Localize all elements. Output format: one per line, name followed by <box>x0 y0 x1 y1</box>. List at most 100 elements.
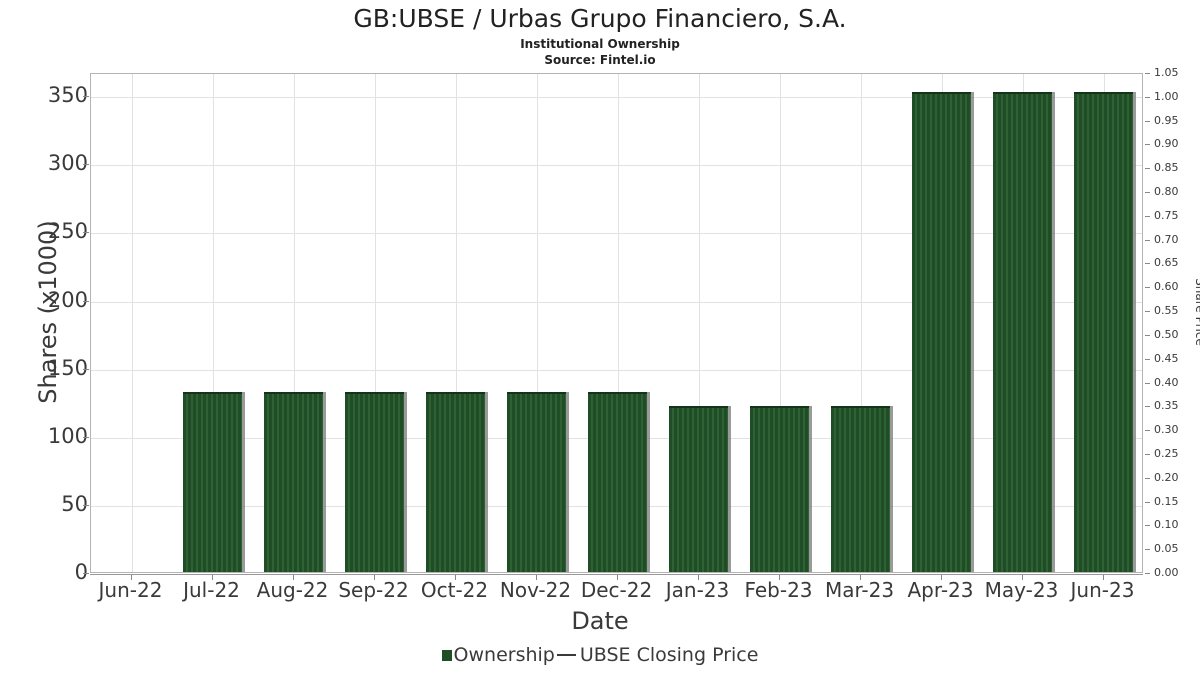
y-axis-tick-mark <box>83 96 89 98</box>
y2-axis-tick-label: 0.05 <box>1154 542 1179 556</box>
chart-legend: Ownership UBSE Closing Price <box>0 644 1200 666</box>
y2-axis-tick-label: 0.60 <box>1154 280 1179 294</box>
bar[interactable] <box>831 405 890 572</box>
y2-axis-tick-mark <box>1145 215 1150 217</box>
y2-axis-tick-label: 1.05 <box>1154 66 1179 79</box>
y2-axis-tick-label: 0.85 <box>1154 161 1179 175</box>
bar[interactable] <box>912 92 971 572</box>
y2-axis-tick-mark <box>1145 453 1150 455</box>
y2-axis-tick-label: 0.75 <box>1154 208 1179 222</box>
legend-square-marker-icon <box>441 649 452 661</box>
bar[interactable] <box>264 392 323 572</box>
y2-axis-tick-mark <box>1145 239 1150 241</box>
bar-cap <box>426 392 485 395</box>
y2-axis-tick-mark <box>1145 334 1150 336</box>
legend-label-ownership: Ownership <box>453 644 555 666</box>
y-axis-tick-label: 350 <box>47 83 88 108</box>
y2-axis-title: Share Price <box>1193 278 1200 346</box>
y-axis-tick-label: 50 <box>61 491 88 516</box>
y2-axis-tick-label: 0.90 <box>1154 137 1179 151</box>
y-axis-tick-mark <box>83 232 89 234</box>
y2-axis-tick-mark <box>1145 501 1150 503</box>
gridline-horizontal <box>91 233 1142 235</box>
y2-axis-tick-label: 0.80 <box>1154 185 1179 199</box>
gridline-vertical <box>698 74 700 572</box>
x-axis-tick-mark <box>940 574 942 580</box>
bar-cap <box>183 392 242 395</box>
y-axis-tick-mark <box>83 504 89 506</box>
x-axis-tick-mark <box>373 574 375 580</box>
x-axis-tick-mark <box>130 574 132 580</box>
bar[interactable] <box>750 405 809 572</box>
gridline-horizontal <box>91 301 1142 303</box>
bar[interactable] <box>183 392 242 572</box>
legend-label-closing-price: UBSE Closing Price <box>579 644 759 666</box>
x-axis-tick-mark <box>454 574 456 580</box>
bar[interactable] <box>345 392 404 572</box>
y2-axis-tick-label: 0.70 <box>1154 232 1179 246</box>
y2-axis-tick-mark <box>1145 406 1150 408</box>
y2-axis-tick-label: 0.55 <box>1154 304 1179 318</box>
legend-item-closing-price[interactable]: UBSE Closing Price <box>555 644 759 666</box>
y2-axis-tick-label: 0.35 <box>1154 399 1179 413</box>
gridline-horizontal <box>91 97 1142 99</box>
y-axis-tick-label: 300 <box>47 151 88 176</box>
chart-source: Source: Fintel.io <box>544 53 656 67</box>
x-axis-tick-label: Jun-23 <box>1070 578 1135 602</box>
y-axis-tick-mark <box>83 436 89 438</box>
y2-axis-tick-mark <box>1145 96 1150 98</box>
y-axis-title: Shares (x1000) <box>34 220 62 404</box>
gridline-vertical <box>617 74 619 572</box>
bar[interactable] <box>507 392 566 572</box>
x-axis-tick-mark <box>778 574 780 580</box>
y2-axis-tick-mark <box>1145 358 1150 360</box>
legend-item-ownership[interactable]: Ownership <box>441 644 555 666</box>
y2-axis-tick-label: 0.00 <box>1154 566 1179 579</box>
y2-axis-tick-label: 0.15 <box>1154 494 1179 508</box>
gridline-vertical <box>131 74 133 572</box>
x-axis-tick-mark <box>535 574 537 580</box>
y-axis-tick-mark <box>83 164 89 166</box>
y2-axis-tick-label: 0.45 <box>1154 351 1179 365</box>
x-axis-tick-label: Dec-22 <box>580 578 653 602</box>
y2-axis-tick-label: 0.40 <box>1154 375 1179 389</box>
y2-axis-tick-label: 0.65 <box>1154 256 1179 270</box>
chart-header: GB:UBSE / Urbas Grupo Financiero, S.A. I… <box>0 4 1200 68</box>
gridline-vertical <box>293 74 295 572</box>
y2-axis-tick-mark <box>1145 73 1150 74</box>
y-axis-tick-mark <box>83 573 89 574</box>
y2-axis-tick-mark <box>1145 430 1150 432</box>
bar[interactable] <box>993 92 1052 572</box>
y2-axis-tick-label: 1.00 <box>1154 89 1179 103</box>
x-axis-tick-mark <box>859 574 861 580</box>
y2-axis-tick-mark <box>1145 573 1150 574</box>
gridline-horizontal <box>91 369 1142 371</box>
chart-title: GB:UBSE / Urbas Grupo Financiero, S.A. <box>353 4 847 33</box>
x-axis-tick-label: Jan-23 <box>665 578 730 602</box>
y2-axis-tick-mark <box>1145 477 1150 479</box>
y-axis-tick-label: 0 <box>74 560 88 584</box>
y2-axis-tick-label: 0.25 <box>1154 446 1179 460</box>
gridline-vertical <box>779 74 781 572</box>
y2-axis-tick-label: 0.95 <box>1154 113 1179 127</box>
gridline-horizontal <box>91 165 1142 167</box>
bar[interactable] <box>426 392 485 572</box>
bar[interactable] <box>669 405 728 572</box>
x-axis-tick-label: May-23 <box>984 578 1059 602</box>
x-axis-line <box>90 574 1143 575</box>
y2-axis-tick-mark <box>1145 525 1150 527</box>
x-axis-tick-mark <box>1021 574 1023 580</box>
y2-axis-tick-mark <box>1145 120 1150 122</box>
x-axis-tick-mark <box>211 574 213 580</box>
x-axis-tick-label: Sep-22 <box>338 578 409 602</box>
bar-cap <box>831 405 890 408</box>
y2-axis-tick-label: 0.50 <box>1154 327 1179 341</box>
x-axis-tick-mark <box>616 574 618 580</box>
gridline-vertical <box>212 74 214 572</box>
bar[interactable] <box>1074 92 1133 572</box>
x-axis-tick-label: Aug-22 <box>256 578 329 602</box>
legend-line-marker-icon <box>556 654 576 656</box>
x-axis-tick-mark <box>697 574 699 580</box>
bar[interactable] <box>588 392 647 572</box>
gridline-vertical <box>455 74 457 572</box>
